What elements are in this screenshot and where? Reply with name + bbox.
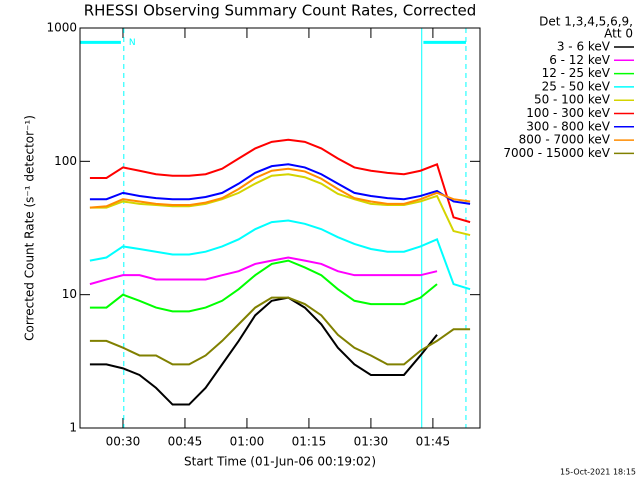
legend-label: 25 - 50 keV [542, 79, 611, 93]
series-line [89, 296, 438, 406]
x-tick-label: 01:30 [354, 435, 389, 449]
series-line [89, 219, 471, 291]
y-tick-label: 100 [54, 154, 77, 168]
x-axis-label: Start Time (01-Jun-06 00:19:02) [184, 455, 376, 469]
legend-header: Det 1,3,4,5,6,9, [539, 15, 633, 29]
series-line [89, 167, 471, 209]
night-label: N [129, 38, 136, 48]
legend-label: 6 - 12 keV [549, 53, 611, 67]
legend-label: 800 - 7000 keV [519, 133, 611, 147]
series-line [89, 173, 471, 237]
legend-label: 7000 - 15000 keV [503, 146, 610, 160]
legend-label: 12 - 25 keV [542, 66, 611, 80]
x-tick-label: 00:45 [168, 435, 203, 449]
legend-header: Att 0 [604, 27, 633, 41]
footer: 15-Oct-2021 18:15 [560, 468, 636, 477]
y-tick-label: 1 [69, 421, 77, 435]
legend-label: 300 - 800 keV [526, 119, 610, 133]
chart-title: RHESSI Observing Summary Count Rates, Co… [84, 2, 477, 20]
series-line [89, 163, 471, 205]
series-line [89, 259, 438, 313]
series-line [89, 138, 471, 224]
x-tick-label: 01:00 [230, 435, 265, 449]
series-line [89, 296, 471, 366]
legend-label: 50 - 100 keV [534, 93, 611, 107]
y-tick-label: 10 [62, 287, 77, 301]
x-tick-label: 01:45 [416, 435, 451, 449]
plot-frame [79, 27, 481, 429]
y-axis-label: Corrected Count Rate (s⁻¹ detector⁻¹) [23, 115, 37, 341]
y-tick-label: 1000 [46, 21, 77, 35]
legend-label: 3 - 6 keV [557, 40, 611, 54]
x-tick-label: 01:15 [292, 435, 327, 449]
x-tick-label: 00:30 [106, 435, 141, 449]
series-line [89, 256, 438, 286]
legend-label: 100 - 300 keV [526, 106, 610, 120]
